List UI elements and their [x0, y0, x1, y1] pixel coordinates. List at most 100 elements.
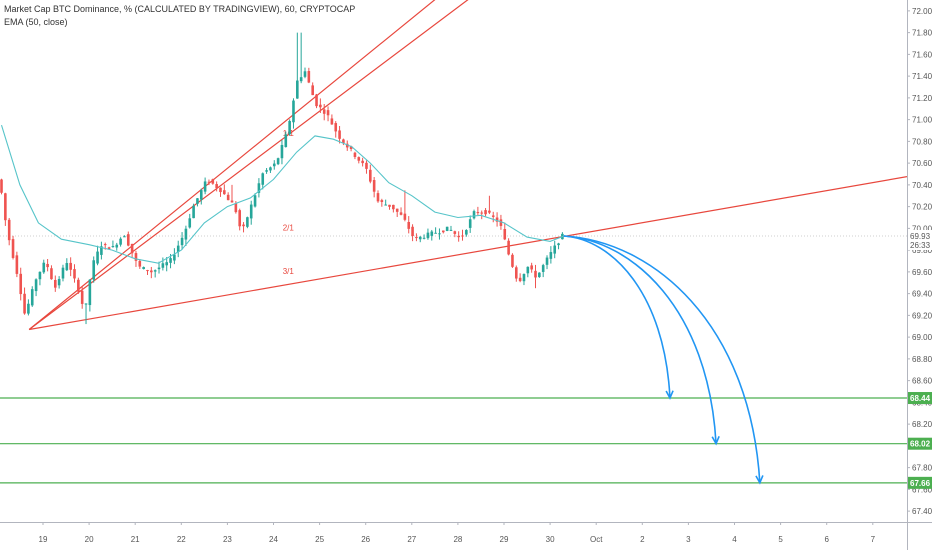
candle-body-73 [280, 144, 284, 159]
candle-84 [322, 103, 326, 121]
candle-body-131 [503, 229, 507, 240]
candle-94 [361, 157, 364, 167]
candle-body-129 [495, 217, 499, 222]
y-tick-label-7: 70.60 [912, 159, 932, 168]
candle-body-124 [476, 212, 480, 214]
candle-body-69 [265, 170, 268, 172]
x-tick-label-0: 19 [39, 535, 48, 544]
last-price-badge [908, 229, 932, 250]
candle-body-138 [530, 265, 533, 270]
candle-body-11 [42, 262, 46, 273]
candle-body-39 [150, 270, 153, 273]
candle-body-68 [261, 173, 265, 185]
candle-107 [411, 224, 414, 242]
candle-45 [173, 248, 176, 265]
candle-49 [188, 213, 192, 229]
candle-24 [92, 256, 96, 283]
candle-106 [407, 216, 411, 234]
candle-42 [161, 257, 165, 271]
candle-5 [19, 267, 23, 301]
x-tick-label-16: 5 [778, 535, 783, 544]
candle-71 [272, 160, 276, 170]
x-tick-label-17: 6 [824, 535, 829, 544]
candle-body-13 [50, 268, 53, 280]
projection-curve-1 [563, 235, 717, 444]
level-badge-2 [908, 476, 932, 489]
candle-138 [530, 262, 533, 273]
candle-body-118 [453, 231, 457, 234]
candle-105 [403, 190, 407, 222]
candle-body-93 [357, 157, 361, 161]
candle-25 [96, 245, 99, 266]
candle-body-45 [173, 254, 176, 261]
candle-body-38 [146, 270, 149, 272]
candle-body-71 [272, 163, 276, 167]
candle-body-95 [365, 162, 368, 169]
candle-body-24 [92, 260, 96, 280]
candle-body-47 [180, 237, 184, 246]
candle-body-18 [69, 262, 72, 270]
candle-body-35 [134, 253, 138, 261]
projection-curve-2 [563, 235, 761, 483]
candle-body-140 [538, 272, 541, 278]
candle-body-143 [549, 252, 553, 259]
candle-85 [326, 106, 330, 122]
candle-body-108 [415, 237, 418, 239]
candle-72 [276, 157, 280, 166]
candle-body-20 [77, 279, 80, 292]
candle-29 [111, 240, 115, 248]
candle-body-132 [507, 240, 510, 255]
candle-body-4 [15, 255, 19, 274]
candle-63 [242, 222, 245, 233]
y-tick-label-21: 67.80 [912, 464, 932, 473]
candle-body-94 [361, 160, 364, 164]
candle-41 [157, 261, 161, 274]
candle-73 [280, 140, 284, 165]
candle-body-46 [176, 245, 180, 253]
y-tick-label-1: 71.80 [912, 29, 932, 38]
candle-81 [311, 82, 314, 96]
candle-body-44 [169, 258, 172, 263]
candle-137 [526, 266, 530, 278]
y-tick-label-17: 68.60 [912, 377, 932, 386]
x-tick-label-14: 3 [686, 535, 691, 544]
candle-body-90 [345, 143, 349, 148]
candle-109 [418, 236, 422, 243]
candle-body-134 [514, 267, 518, 279]
candle-104 [399, 207, 403, 216]
candle-body-52 [199, 190, 203, 200]
x-tick-label-2: 21 [131, 535, 140, 544]
candle-body-9 [34, 279, 38, 292]
candle-body-92 [353, 152, 357, 157]
candle-117 [449, 225, 453, 231]
y-tick-label-14: 69.20 [912, 311, 932, 320]
x-tick-label-5: 24 [269, 535, 278, 544]
candles [0, 32, 564, 325]
candle-50 [192, 203, 195, 219]
candle-body-86 [330, 118, 334, 125]
candle-86 [330, 114, 334, 125]
fan-line-1 [29, 176, 907, 331]
candle-80 [307, 67, 311, 84]
plot-area: 1/12/13/1 [0, 0, 907, 485]
x-tick-label-6: 25 [315, 535, 324, 544]
candle-136 [522, 273, 526, 286]
candle-body-26 [100, 246, 103, 255]
candle-body-75 [288, 120, 291, 135]
candle-body-34 [130, 243, 134, 254]
candle-2 [7, 217, 11, 246]
candle-110 [422, 234, 426, 240]
candle-115 [442, 230, 445, 234]
candle-body-145 [557, 243, 560, 246]
candle-66 [253, 193, 257, 208]
x-tick-label-1: 20 [85, 535, 94, 544]
projection-arrowhead-0 [665, 390, 674, 400]
candle-97 [372, 177, 376, 198]
y-tick-label-9: 70.20 [912, 203, 932, 212]
candle-body-48 [184, 228, 188, 240]
y-tick-label-19: 68.20 [912, 420, 932, 429]
candle-body-3 [11, 239, 15, 258]
candle-body-109 [418, 236, 422, 240]
candle-body-58 [223, 190, 226, 195]
